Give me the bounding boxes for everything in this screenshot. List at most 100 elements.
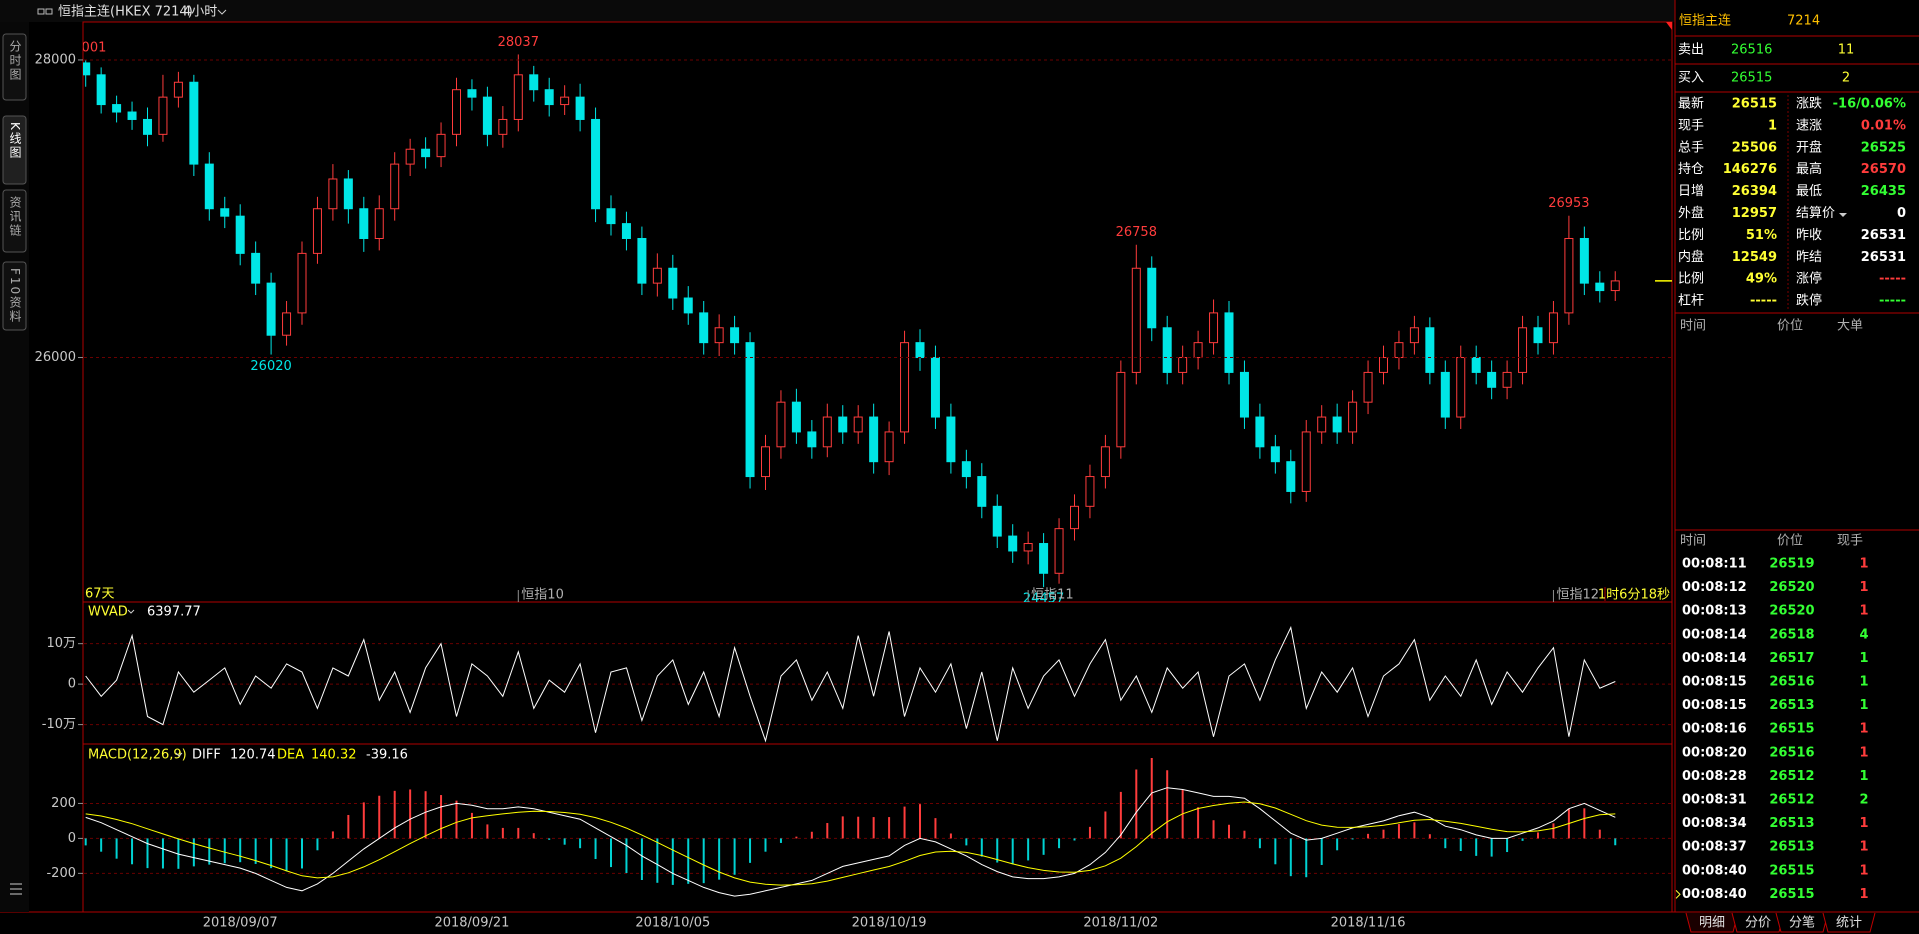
indicator-title: MACD(12,26,9) bbox=[88, 748, 187, 763]
candle-body bbox=[390, 163, 400, 210]
candle-body bbox=[884, 431, 894, 463]
field-label: 外盘 bbox=[1678, 205, 1704, 221]
candle-body bbox=[96, 74, 106, 106]
tick-time: 00:08:34 bbox=[1682, 816, 1747, 831]
extreme-label: 28001 bbox=[65, 40, 106, 55]
tick-time: 00:08:16 bbox=[1682, 722, 1747, 737]
dropdown-caret bbox=[1839, 213, 1847, 217]
tick-price: 26512 bbox=[1769, 769, 1814, 784]
candle-body bbox=[1193, 342, 1203, 359]
candle-body bbox=[374, 208, 384, 239]
side-tab[interactable] bbox=[2, 115, 27, 185]
candle-body bbox=[1363, 371, 1373, 403]
order-volume: 2 bbox=[1842, 71, 1850, 86]
x-tick-label: 2018/09/07 bbox=[203, 916, 278, 931]
candle-body bbox=[405, 148, 415, 165]
candle-body bbox=[1039, 543, 1049, 574]
candle-body bbox=[127, 111, 137, 120]
quote-name: 恒指主连 bbox=[1679, 13, 1731, 29]
tick-time: 00:08:31 bbox=[1682, 793, 1747, 808]
tick-price: 26513 bbox=[1769, 816, 1814, 831]
candle-body bbox=[915, 342, 925, 359]
field-label: 比例 bbox=[1678, 272, 1704, 287]
side-tab[interactable] bbox=[2, 33, 27, 101]
field-value: 12549 bbox=[1732, 250, 1777, 265]
candle-body bbox=[1595, 282, 1605, 292]
candle-body bbox=[869, 416, 879, 463]
candle-body bbox=[699, 312, 709, 344]
candle-body bbox=[1023, 543, 1033, 552]
bottom-tab[interactable] bbox=[1822, 912, 1876, 933]
candle-body bbox=[482, 96, 492, 135]
wvad-line bbox=[85, 625, 1616, 743]
candle-body bbox=[946, 416, 956, 463]
candle-body bbox=[251, 252, 261, 284]
candle-body bbox=[220, 208, 230, 217]
tick-price: 26520 bbox=[1769, 580, 1814, 595]
candle-body bbox=[637, 237, 647, 284]
order-label: 卖出 bbox=[1678, 43, 1704, 58]
extreme-label: 26953 bbox=[1548, 196, 1589, 211]
tick-price: 26516 bbox=[1769, 675, 1814, 690]
period-selector[interactable]: 4小时 bbox=[183, 5, 217, 20]
countdown: 1时6分18秒 bbox=[1598, 588, 1670, 603]
field-value: 26570 bbox=[1861, 162, 1906, 177]
tick-volume: 1 bbox=[1859, 722, 1868, 737]
tick-price: 26517 bbox=[1769, 651, 1814, 666]
indicator-value: 6397.77 bbox=[147, 605, 201, 620]
candle-body bbox=[652, 267, 662, 284]
candle-body bbox=[529, 74, 539, 91]
dropdown-caret bbox=[175, 752, 183, 757]
extreme-label: 26020 bbox=[250, 359, 291, 374]
row-cursor bbox=[1675, 890, 1681, 899]
field-value: 0.01% bbox=[1861, 118, 1906, 133]
candle-body bbox=[173, 81, 183, 98]
tick-volume: 1 bbox=[1859, 745, 1868, 760]
series-name: DIFF bbox=[192, 748, 221, 763]
field-label: 昨结 bbox=[1796, 250, 1822, 265]
tick-volume: 1 bbox=[1859, 698, 1868, 713]
side-tab[interactable] bbox=[2, 261, 27, 331]
candle-body bbox=[606, 208, 616, 225]
candle-body bbox=[1518, 327, 1528, 373]
candle-body bbox=[838, 416, 848, 433]
field-value: 0 bbox=[1897, 206, 1906, 221]
field-label: 杠杆 bbox=[1678, 293, 1704, 309]
candle-body bbox=[730, 327, 740, 344]
macd-line bbox=[85, 787, 1616, 897]
tick-volume: 1 bbox=[1859, 651, 1868, 666]
candle-body bbox=[1425, 327, 1435, 373]
field-label: 跌停 bbox=[1796, 293, 1822, 309]
candle-body bbox=[312, 208, 322, 254]
field-value: 51% bbox=[1746, 228, 1777, 243]
field-label: 速涨 bbox=[1796, 118, 1822, 133]
candle-body bbox=[853, 416, 863, 433]
menu-icon[interactable] bbox=[10, 883, 22, 895]
y-tick-label: -200 bbox=[46, 866, 76, 881]
tick-volume: 1 bbox=[1859, 675, 1868, 690]
candle-body bbox=[235, 215, 245, 254]
side-tab[interactable] bbox=[2, 189, 27, 253]
candle-body bbox=[1131, 267, 1141, 373]
order-label: 买入 bbox=[1678, 71, 1704, 86]
field-label: 最新 bbox=[1678, 96, 1704, 112]
candle-body bbox=[1440, 371, 1450, 418]
candle-body bbox=[822, 416, 832, 448]
period-label: 恒指12 bbox=[1556, 588, 1599, 603]
candle-body bbox=[343, 178, 353, 210]
field-value: 26435 bbox=[1861, 184, 1906, 199]
header-bar bbox=[0, 0, 1675, 22]
candle-body bbox=[900, 342, 910, 433]
candle-body bbox=[158, 96, 168, 135]
dropdown-caret bbox=[217, 9, 227, 15]
candle-body bbox=[1409, 327, 1419, 344]
candle-body bbox=[1085, 476, 1095, 507]
candle-body bbox=[961, 461, 971, 478]
tick-price: 26516 bbox=[1769, 745, 1814, 760]
tick-volume: 1 bbox=[1859, 863, 1868, 878]
tick-time: 00:08:14 bbox=[1682, 651, 1747, 666]
tick-time: 00:08:11 bbox=[1682, 557, 1747, 572]
table-header: 现手 bbox=[1837, 534, 1863, 549]
